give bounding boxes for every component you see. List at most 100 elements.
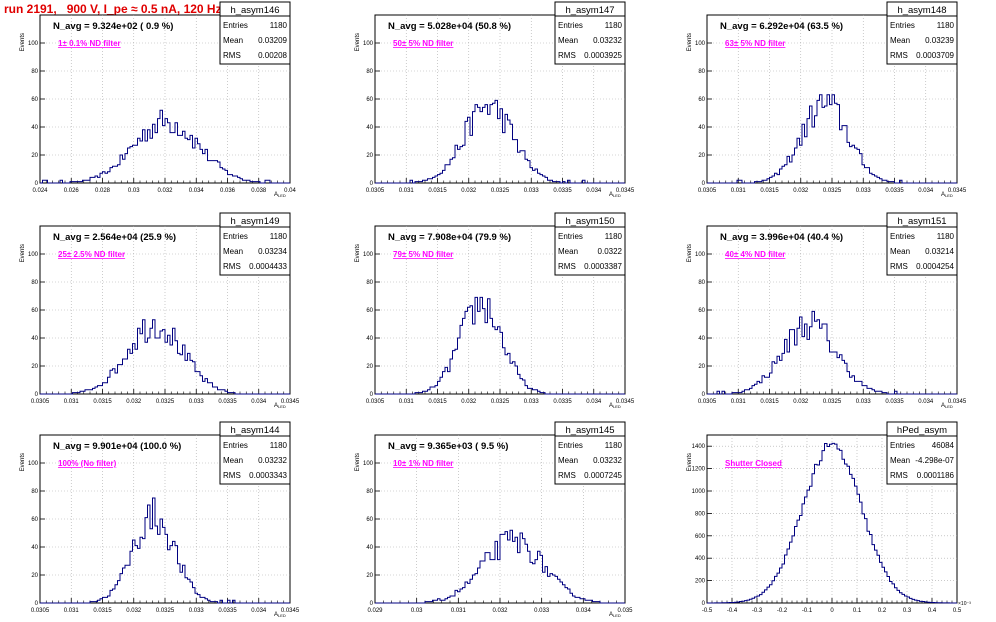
x-tick-label: 0.0325: [491, 188, 510, 194]
y-tick-label: 0: [702, 601, 706, 607]
y-axis-title: Events: [20, 453, 26, 471]
stats-box: h_asym147 Entries 1180 Mean 0.03232 RMS 0.0003…: [554, 1, 626, 65]
y-tick-label: 800: [695, 511, 706, 517]
x-axis-subscript: LED: [278, 613, 286, 618]
x-tick-label: 0.033: [524, 188, 540, 194]
stats-value: 0.0007245: [584, 471, 622, 480]
histogram-series: [707, 442, 957, 604]
y-tick-label: 60: [366, 517, 373, 523]
stats-box-frame: [554, 421, 626, 485]
filter-annotation: 50± 5% ND filter: [393, 39, 453, 48]
stats-value: -4.298e-07: [915, 456, 954, 465]
x-tick-label: 0.035: [617, 608, 633, 614]
x-tick-label: 0.031: [64, 608, 80, 614]
histogram-panel-h_asym147: 0.0305 0.031 0.0315 0.032 0.0325 0.033 0.0335 0…: [355, 1, 635, 198]
histogram-panel-h_asym145: 0.029 0.03 0.031 0.032 0.033 0.034 0.035 0 20 40 6…: [355, 421, 633, 618]
y-tick-label: 60: [698, 97, 705, 103]
x-tick-label: 0.038: [251, 188, 267, 194]
y-axis-title: Events: [355, 33, 361, 51]
x-tick-label: -0.4: [727, 608, 738, 614]
y-tick-label: 60: [31, 97, 38, 103]
run-title: run 2191, 900 V, I_pe ≈ 0.5 nA, 120 Hz: [4, 2, 222, 16]
x-tick-label: 0.033: [856, 399, 872, 405]
x-tick-label: 0.034: [189, 188, 205, 194]
stats-box: h_asym149 Entries 1180 Mean 0.03234 RMS 0.0004…: [219, 212, 291, 276]
x-tick-label: 0.034: [918, 399, 934, 405]
navg-label: N_avg = 2.564e+04 (25.9 %): [53, 232, 176, 243]
x-tick-label: 0.033: [189, 399, 205, 405]
stats-value: 0.03232: [593, 36, 622, 45]
stats-box: h_asym146 Entries 1180 Mean 0.03209 RMS 0.0020…: [219, 1, 291, 65]
stats-value: 0.0001186: [917, 471, 955, 480]
x-tick-label: 0.034: [586, 399, 602, 405]
stats-box-frame: [219, 421, 291, 485]
histogram-series: [375, 529, 625, 604]
x-tick-label: 0.031: [399, 399, 415, 405]
y-tick-label: 1000: [692, 489, 706, 495]
navg-label: N_avg = 5.028e+04 (50.8 %): [388, 21, 511, 32]
stats-value: 0.0003343: [249, 471, 287, 480]
x-tick-label: 0.031: [731, 399, 747, 405]
histogram-series: [707, 94, 957, 184]
x-tick-label: 0.0335: [553, 399, 572, 405]
x-tick-label: 0.032: [461, 188, 477, 194]
filter-annotation: 10± 1% ND filter: [393, 459, 453, 468]
x-tick-label: 0.0345: [948, 188, 967, 194]
x-tick-label: 0.0305: [698, 399, 717, 405]
histogram-panel-h_asym148: 0.0305 0.031 0.0315 0.032 0.0325 0.033 0.0335 0…: [687, 1, 967, 198]
y-tick-label: 60: [31, 517, 38, 523]
stats-label: RMS: [890, 51, 908, 60]
stats-label: Mean: [223, 247, 243, 256]
y-tick-label: 200: [695, 579, 706, 585]
histogram-name: h_asym144: [230, 425, 279, 436]
stats-value: 0.0003925: [584, 51, 622, 60]
x-tick-label: 0.033: [856, 188, 872, 194]
filter-annotation: Shutter Closed: [725, 459, 782, 468]
histogram-panel-h_asym149: 0.0305 0.031 0.0315 0.032 0.0325 0.033 0.0335 0…: [20, 212, 300, 409]
stats-box: h_asym150 Entries 1180 Mean 0.0322 RMS 0.00033…: [554, 212, 626, 276]
x-axis-title: ALED: [274, 612, 286, 618]
histogram-panel-h_asym150: 0.0305 0.031 0.0315 0.032 0.0325 0.033 0.0335 0…: [355, 212, 635, 409]
x-tick-label: 0.0345: [281, 399, 300, 405]
histogram-panel-h_asym146: 0.024 0.026 0.028 0.03 0.032 0.034 0.036 0.038 0…: [20, 1, 296, 198]
histogram-name: h_asym150: [565, 216, 614, 227]
x-tick-label: 0.03: [411, 608, 423, 614]
y-tick-label: 20: [366, 153, 373, 159]
y-tick-label: 80: [31, 280, 38, 286]
x-tick-label: 0.034: [251, 608, 267, 614]
y-axis-title: Events: [20, 33, 26, 51]
stats-label: Mean: [558, 456, 578, 465]
x-tick-label: 0.032: [793, 188, 809, 194]
x-tick-label: 0.032: [461, 399, 477, 405]
x-axis-subscript: LED: [613, 193, 621, 198]
x-tick-label: 0.0305: [31, 399, 50, 405]
histogram-series: [707, 310, 957, 395]
filter-annotation: 63± 5% ND filter: [725, 39, 785, 48]
y-tick-label: 0: [35, 392, 39, 398]
x-axis-title: ALED: [274, 192, 286, 198]
y-tick-label: 40: [698, 125, 705, 131]
stats-label: RMS: [558, 471, 576, 480]
stats-value: 46084: [932, 441, 955, 450]
x-tick-label: -0.3: [752, 608, 763, 614]
x-tick-label: 0.0305: [366, 399, 385, 405]
y-tick-label: 40: [31, 336, 38, 342]
stats-value: 0.03214: [925, 247, 954, 256]
y-tick-label: 20: [698, 364, 705, 370]
y-tick-label: 100: [363, 461, 374, 467]
stats-value: 0.0004433: [249, 262, 287, 271]
y-tick-label: 60: [31, 308, 38, 314]
x-tick-label: 0.031: [731, 188, 747, 194]
y-tick-label: 80: [698, 280, 705, 286]
histogram-name: h_asym147: [565, 5, 614, 16]
x-tick-label: 0.0325: [491, 399, 510, 405]
x-tick-label: 0.0345: [616, 188, 635, 194]
x-axis-title: ALED: [274, 403, 286, 409]
stats-label: RMS: [890, 262, 908, 271]
y-axis-title: Events: [687, 244, 693, 262]
stats-box: hPed_asym Entries 46084 Mean -4.298e-07 RMS 0.…: [886, 421, 958, 485]
stats-label: RMS: [223, 262, 241, 271]
stats-value: 0.0003387: [584, 262, 622, 271]
histogram-name: h_asym146: [230, 5, 279, 16]
x-tick-label: 0.04: [284, 188, 296, 194]
